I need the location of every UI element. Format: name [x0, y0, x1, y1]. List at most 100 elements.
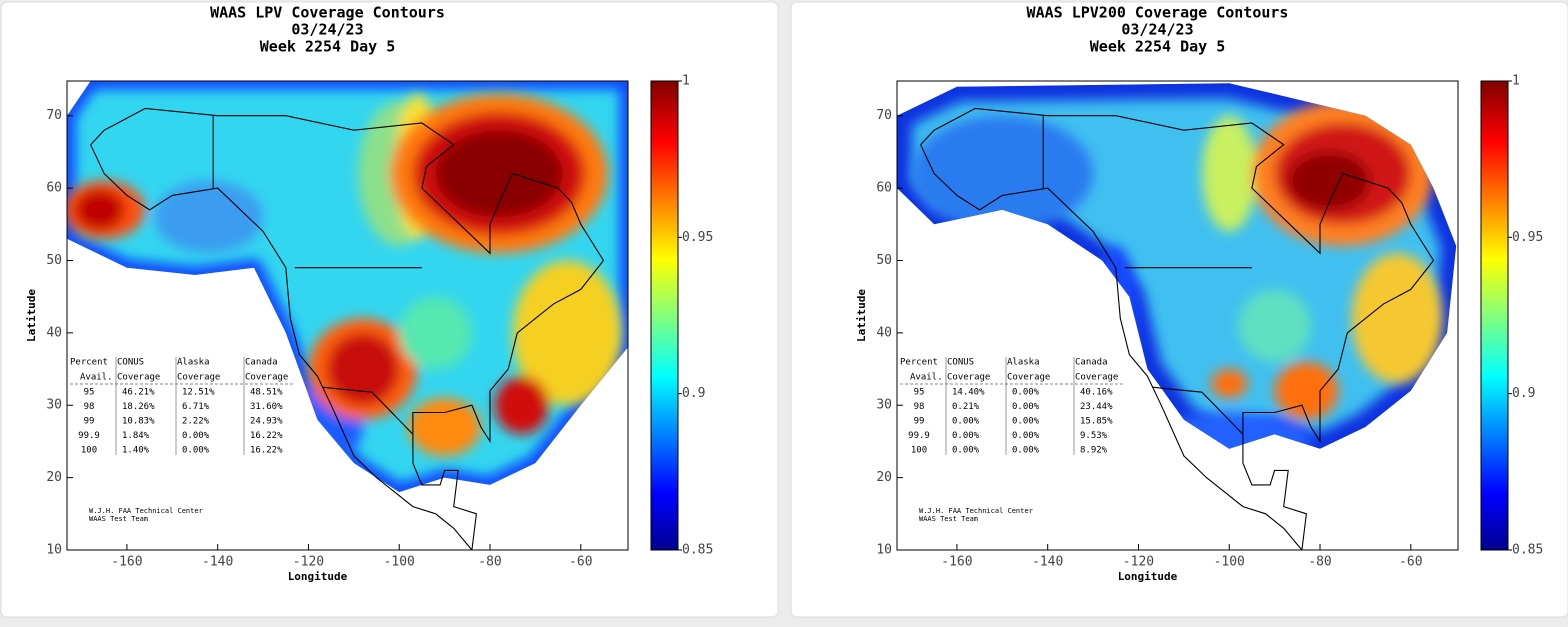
- contour-region: [1274, 361, 1339, 420]
- table-cell: 98: [914, 402, 925, 412]
- contour-region: [1211, 369, 1248, 399]
- contour-region: [494, 376, 550, 435]
- map-subtitle: Week 2254 Day 5: [1090, 38, 1225, 56]
- contour-region: [435, 130, 563, 218]
- y-tick-label: 30: [46, 398, 62, 413]
- x-tick-label: -160: [941, 555, 972, 570]
- table-header: Canada: [245, 358, 278, 368]
- table-cell: 0.00%: [952, 431, 980, 441]
- table-cell: 12.51%: [182, 388, 215, 398]
- contour-region: [399, 296, 472, 370]
- table-cell: 24.93%: [250, 417, 283, 427]
- y-tick-label: 10: [876, 543, 892, 558]
- credit: W.J.H. FAA Technical Center: [89, 507, 203, 515]
- coastline: [90, 144, 473, 550]
- table-cell: 40.16%: [1080, 388, 1113, 398]
- table-cell: 2.22%: [182, 417, 210, 427]
- colorbar-tick-label: 0.95: [1512, 230, 1543, 245]
- y-tick-label: 70: [876, 108, 892, 123]
- table-cell: 99: [84, 417, 95, 427]
- map-date: 03/24/23: [291, 21, 363, 39]
- table-cell: 46.21%: [122, 388, 155, 398]
- y-tick-label: 60: [46, 181, 62, 196]
- table-cell: 18.26%: [122, 402, 155, 412]
- map-title: WAAS LPV200 Coverage Contours: [1027, 4, 1289, 22]
- coastlines: [90, 107, 605, 550]
- table-cell: 0.00%: [1012, 446, 1040, 456]
- map-panel: WAAS LPV200 Coverage Contours03/24/23Wee…: [790, 1, 1568, 618]
- credit: W.J.H. FAA Technical Center: [919, 507, 1033, 515]
- y-tick-label: 50: [876, 253, 892, 268]
- map-subtitle: Week 2254 Day 5: [260, 38, 395, 56]
- table-cell: 16.22%: [250, 431, 283, 441]
- table-header: Avail.: [80, 373, 113, 383]
- colorbar-tick-label: 0.95: [682, 230, 713, 245]
- table-cell: 99.9: [908, 431, 930, 441]
- table-header: Percent: [900, 358, 938, 368]
- table-cell: 99: [914, 417, 925, 427]
- coastline: [920, 107, 1435, 550]
- x-tick-label: -80: [1308, 555, 1331, 570]
- colorbar-tick-label: 0.9: [682, 386, 705, 401]
- table-header: Alaska: [177, 358, 210, 368]
- x-tick-label: -60: [1399, 555, 1422, 570]
- table-header: Coverage: [177, 373, 220, 383]
- table-cell: 8.92%: [1080, 446, 1108, 456]
- border: [322, 386, 414, 435]
- y-tick-label: 50: [46, 253, 62, 268]
- y-tick-label: 20: [46, 470, 62, 485]
- table-cell: 15.85%: [1080, 417, 1113, 427]
- y-axis-label: Latitude: [855, 289, 868, 342]
- y-tick-label: 20: [876, 470, 892, 485]
- table-cell: 0.00%: [1012, 402, 1040, 412]
- table-header: Coverage: [1007, 373, 1050, 383]
- table-header: CONUS: [117, 358, 144, 368]
- table-header: Coverage: [117, 373, 160, 383]
- coastline: [920, 144, 1303, 550]
- table-cell: 16.22%: [250, 446, 283, 456]
- x-tick-label: -80: [478, 555, 501, 570]
- table-header: Coverage: [947, 373, 990, 383]
- table-cell: 100: [911, 446, 927, 456]
- contour-region: [408, 398, 481, 456]
- coverage-field: [67, 81, 628, 493]
- x-tick-label: -160: [111, 555, 142, 570]
- colorbar-tick-label: 0.85: [682, 543, 713, 558]
- contour-region: [512, 260, 622, 406]
- contour-region: [326, 332, 400, 406]
- x-tick-label: -140: [202, 555, 233, 570]
- table-cell: 100: [81, 446, 97, 456]
- credit: WAAS Test Team: [919, 515, 978, 523]
- table-cell: 0.00%: [952, 417, 980, 427]
- table-cell: 1.40%: [122, 446, 150, 456]
- table-cell: 98: [84, 402, 95, 412]
- table-cell: 1.84%: [122, 431, 150, 441]
- map-date: 03/24/23: [1121, 21, 1193, 39]
- table-cell: 0.00%: [182, 431, 210, 441]
- table-header: Canada: [1075, 358, 1108, 368]
- contour-region: [1351, 253, 1443, 384]
- contour-region: [1288, 151, 1370, 210]
- contour-region: [74, 189, 125, 231]
- table-cell: 99.9: [78, 431, 100, 441]
- table-cell: 95: [84, 388, 95, 398]
- y-tick-label: 40: [46, 325, 62, 340]
- y-axis-label: Latitude: [25, 289, 38, 342]
- table-header: Coverage: [1075, 373, 1118, 383]
- colorbar-tick-label: 0.85: [1512, 543, 1543, 558]
- table-cell: 9.53%: [1080, 431, 1108, 441]
- colorbar: [650, 80, 679, 551]
- y-tick-label: 30: [876, 398, 892, 413]
- table-cell: 0.00%: [182, 446, 210, 456]
- plot-frame: [896, 80, 1459, 551]
- table-cell: 0.00%: [1012, 388, 1040, 398]
- table-cell: 95: [914, 388, 925, 398]
- table-header: Alaska: [1007, 358, 1040, 368]
- x-tick-label: -100: [384, 555, 415, 570]
- y-tick-label: 40: [876, 325, 892, 340]
- table-header: Coverage: [245, 373, 288, 383]
- map-title: WAAS LPV Coverage Contours: [210, 4, 445, 22]
- x-tick-label: -140: [1032, 555, 1063, 570]
